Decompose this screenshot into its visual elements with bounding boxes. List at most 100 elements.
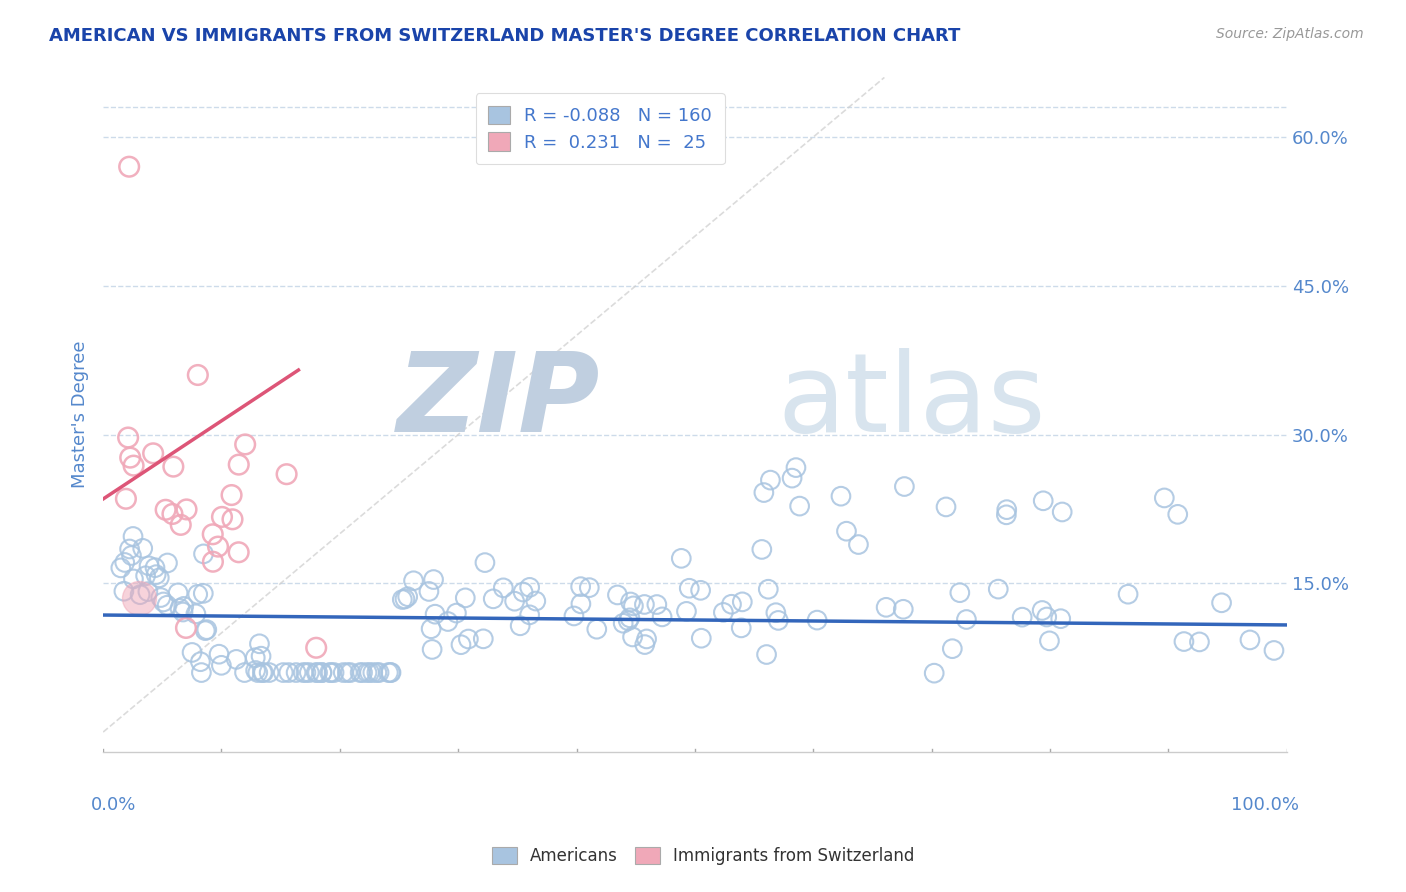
Point	[190, 665, 212, 680]
Point	[132, 541, 155, 556]
Point	[305, 665, 328, 680]
Point	[730, 621, 752, 635]
Point	[181, 645, 204, 659]
Point	[922, 666, 945, 681]
Point	[623, 599, 645, 613]
Point	[1050, 505, 1073, 519]
Point	[380, 665, 402, 680]
Point	[752, 485, 775, 500]
Point	[848, 537, 870, 551]
Point	[187, 587, 209, 601]
Point	[221, 512, 243, 526]
Point	[995, 508, 1018, 522]
Text: Source: ZipAtlas.com: Source: ZipAtlas.com	[1216, 27, 1364, 41]
Point	[195, 623, 218, 637]
Point	[751, 542, 773, 557]
Point	[949, 585, 972, 599]
Point	[169, 601, 191, 615]
Point	[472, 632, 495, 646]
Point	[519, 580, 541, 594]
Point	[987, 582, 1010, 596]
Point	[785, 460, 807, 475]
Point	[155, 503, 177, 517]
Point	[437, 615, 460, 629]
Point	[633, 598, 655, 612]
Text: ZIP: ZIP	[396, 348, 600, 455]
Point	[128, 591, 150, 606]
Point	[211, 509, 233, 524]
Point	[675, 604, 697, 618]
Point	[935, 500, 957, 514]
Point	[209, 658, 232, 673]
Point	[352, 665, 374, 680]
Point	[1049, 612, 1071, 626]
Point	[311, 665, 333, 680]
Point	[759, 473, 782, 487]
Point	[1188, 635, 1211, 649]
Point	[114, 556, 136, 570]
Point	[420, 642, 443, 657]
Point	[446, 606, 468, 620]
Point	[349, 665, 371, 680]
Point	[509, 619, 531, 633]
Point	[112, 584, 135, 599]
Point	[636, 632, 658, 646]
Point	[339, 665, 361, 680]
Point	[569, 597, 592, 611]
Point	[252, 665, 274, 680]
Point	[176, 502, 198, 516]
Point	[606, 588, 628, 602]
Point	[689, 583, 711, 598]
Point	[233, 665, 256, 680]
Point	[422, 573, 444, 587]
Point	[1239, 632, 1261, 647]
Point	[193, 547, 215, 561]
Point	[138, 558, 160, 573]
Point	[671, 551, 693, 566]
Point	[307, 665, 329, 680]
Point	[359, 665, 381, 680]
Point	[454, 591, 477, 605]
Point	[208, 647, 231, 661]
Point	[578, 581, 600, 595]
Point	[830, 489, 852, 503]
Point	[295, 665, 318, 680]
Point	[402, 574, 425, 588]
Point	[1035, 610, 1057, 624]
Point	[690, 631, 713, 645]
Point	[396, 590, 419, 604]
Point	[207, 540, 229, 554]
Y-axis label: Master's Degree: Master's Degree	[72, 341, 89, 489]
Point	[271, 665, 294, 680]
Point	[450, 638, 472, 652]
Point	[118, 160, 141, 174]
Point	[1167, 508, 1189, 522]
Point	[875, 600, 897, 615]
Point	[149, 591, 172, 605]
Text: AMERICAN VS IMMIGRANTS FROM SWITZERLAND MASTER'S DEGREE CORRELATION CHART: AMERICAN VS IMMIGRANTS FROM SWITZERLAND …	[49, 27, 960, 45]
Point	[1011, 610, 1033, 624]
Point	[619, 611, 641, 625]
Text: atlas: atlas	[778, 348, 1046, 455]
Point	[162, 507, 184, 521]
Point	[420, 622, 443, 636]
Point	[756, 582, 779, 597]
Point	[519, 607, 541, 622]
Point	[194, 624, 217, 638]
Point	[621, 630, 644, 644]
Point	[356, 665, 378, 680]
Point	[225, 652, 247, 666]
Point	[585, 622, 607, 636]
Point	[1263, 643, 1285, 657]
Point	[122, 572, 145, 586]
Point	[1211, 596, 1233, 610]
Point	[129, 588, 152, 602]
Point	[142, 446, 165, 460]
Point	[457, 632, 479, 646]
Point	[612, 616, 634, 631]
Point	[246, 665, 269, 680]
Point	[233, 437, 256, 451]
Point	[634, 638, 657, 652]
Point	[156, 599, 179, 613]
Point	[893, 479, 915, 493]
